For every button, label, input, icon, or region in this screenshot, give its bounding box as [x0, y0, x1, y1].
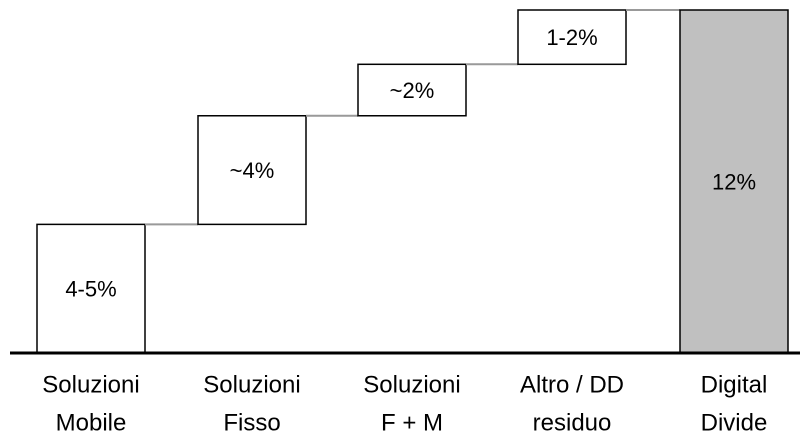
- category-label: Divide: [701, 409, 768, 436]
- category-label: F + M: [381, 409, 443, 436]
- value-label: ~2%: [390, 78, 435, 103]
- category-label: residuo: [533, 409, 612, 436]
- value-label: 12%: [712, 169, 756, 194]
- bar: [517, 9, 627, 66]
- bar: [36, 223, 146, 354]
- value-label: ~4%: [230, 158, 275, 183]
- total-bar: [679, 9, 789, 354]
- value-label: 4-5%: [65, 277, 116, 302]
- category-label: Soluzioni: [203, 371, 300, 398]
- category-label: Mobile: [56, 409, 127, 436]
- bar: [197, 115, 307, 226]
- category-label: Digital: [701, 371, 768, 398]
- category-label: Altro / DD: [520, 371, 624, 398]
- bar: [357, 63, 467, 117]
- category-label: Soluzioni: [363, 371, 460, 398]
- category-label: Soluzioni: [42, 371, 139, 398]
- category-label: Fisso: [223, 409, 280, 436]
- value-label: 1-2%: [546, 25, 597, 50]
